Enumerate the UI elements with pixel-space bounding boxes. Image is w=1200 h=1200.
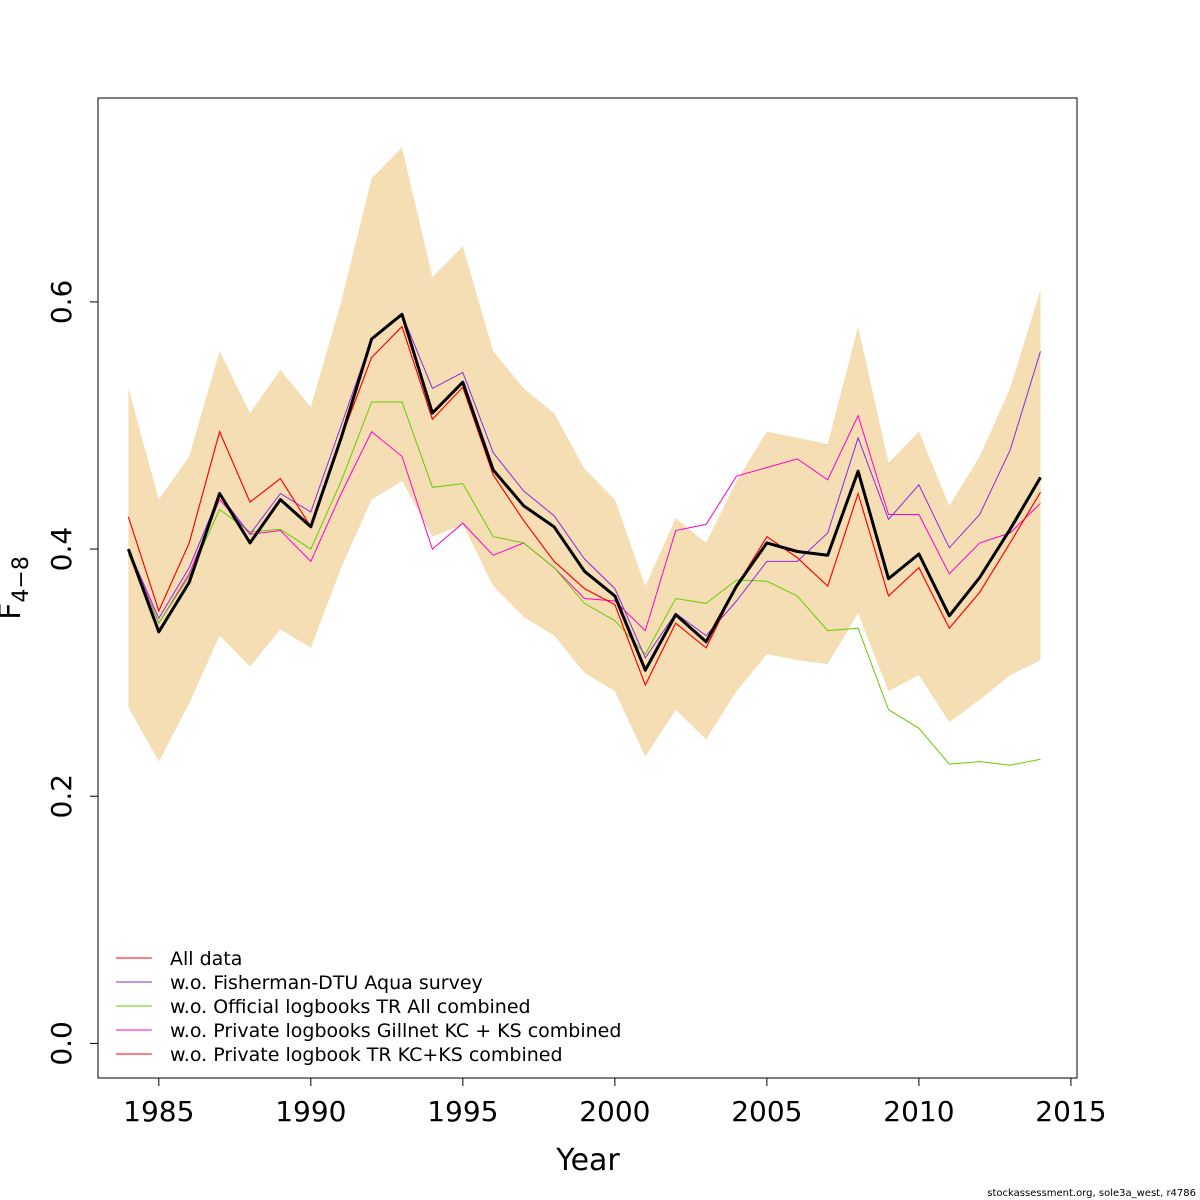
legend-label-2: w.o. Official logbooks TR All combined <box>170 996 531 1018</box>
confidence-band <box>128 147 1041 762</box>
x-tick-label-1985: 1985 <box>123 1095 194 1128</box>
x-tick-label-2010: 2010 <box>883 1095 954 1128</box>
y-axis-title: F4−8 <box>0 556 34 620</box>
x-axis: 1985 1990 1995 2000 2005 2010 2015 <box>123 1077 1107 1128</box>
legend-label-4: w.o. Private logbook TR KC+KS combined <box>170 1044 563 1066</box>
confidence-band-layer <box>128 147 1041 762</box>
legend-label-3: w.o. Private logbooks Gillnet KC + KS co… <box>170 1020 621 1042</box>
x-tick-label-1990: 1990 <box>275 1095 346 1128</box>
main-estimate-line <box>126 312 1042 672</box>
y-tick-label-1: 0.2 <box>45 774 78 819</box>
series-lines-layer <box>127 313 1041 766</box>
y-axis-title-subscript: 4−8 <box>9 556 34 602</box>
y-axis-title-main: F <box>0 603 28 620</box>
credit-text: stockassessment.org, sole3a_west, r4786 <box>987 1188 1196 1199</box>
main-line-layer <box>126 312 1042 672</box>
legend-label-1: w.o. Fisherman-DTU Aqua survey <box>170 972 483 994</box>
series-line-0 <box>127 325 1041 687</box>
series-line-2 <box>127 401 1041 766</box>
legend-label-0: All data <box>170 948 242 970</box>
series-line-3 <box>127 414 1041 632</box>
x-tick-label-2015: 2015 <box>1035 1095 1106 1128</box>
y-axis: 0.0 0.2 0.4 0.6 <box>45 280 99 1066</box>
series-line-1 <box>127 313 1041 659</box>
x-tick-label-1995: 1995 <box>427 1095 498 1128</box>
y-tick-label-2: 0.4 <box>45 527 78 572</box>
x-tick-label-2000: 2000 <box>579 1095 650 1128</box>
x-axis-title: Year <box>555 1143 620 1178</box>
x-tick-label-2005: 2005 <box>731 1095 802 1128</box>
y-tick-label-3: 0.6 <box>45 280 78 325</box>
y-tick-label-0: 0.0 <box>45 1021 78 1066</box>
